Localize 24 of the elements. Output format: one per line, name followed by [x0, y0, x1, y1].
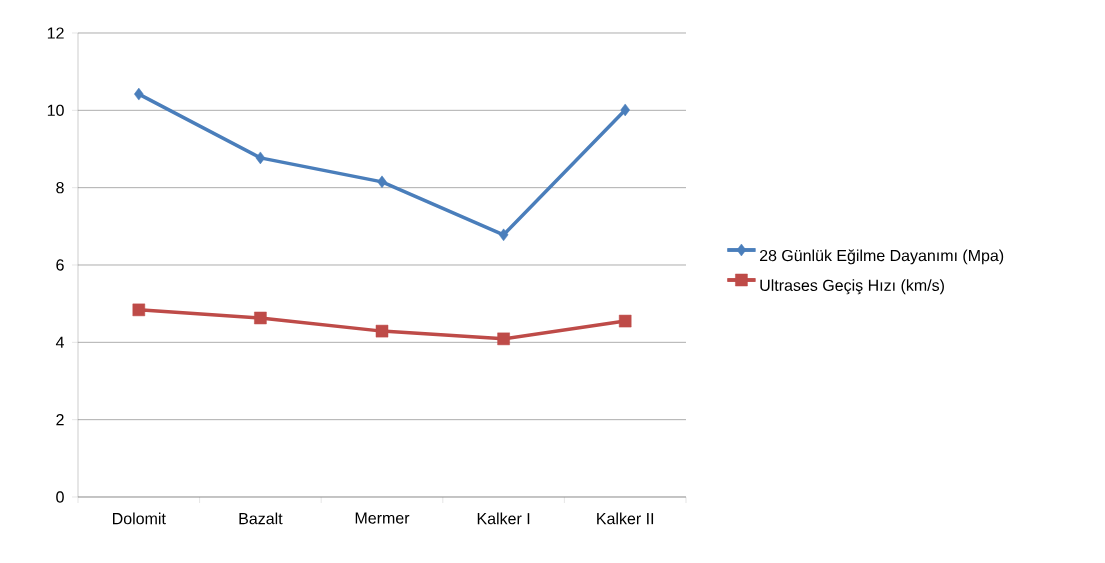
- y-tick-label: 0: [56, 491, 64, 503]
- y-tick-label: 12: [47, 27, 64, 39]
- point: [254, 311, 267, 325]
- y-tick-label: 4: [55, 336, 64, 348]
- point: [132, 303, 146, 317]
- point: [255, 151, 266, 165]
- point: [618, 314, 632, 328]
- point: [134, 87, 144, 101]
- point: [620, 103, 630, 117]
- x-tick-label: Dolomit: [113, 512, 166, 525]
- point: [497, 332, 510, 346]
- x-tick-label: Kalker II: [597, 512, 654, 525]
- point: [377, 175, 387, 189]
- point: [498, 228, 509, 242]
- x-tick-label: Mermer: [355, 512, 410, 524]
- legend-label: 28 Günlük Eğilme Dayanımı (Mpa): [759, 249, 1004, 265]
- point: [375, 324, 389, 338]
- x-tick-label: Bazalt: [239, 512, 283, 525]
- x-tick-label: Kalker I: [477, 512, 530, 525]
- y-tick-label: 8: [56, 182, 64, 194]
- y-tick-label: 6: [56, 259, 64, 271]
- legend-label: Ultrases Geçiş Hızı (km/s): [760, 279, 944, 295]
- y-tick-label: 2: [56, 414, 64, 426]
- y-tick-label: 10: [47, 104, 64, 116]
